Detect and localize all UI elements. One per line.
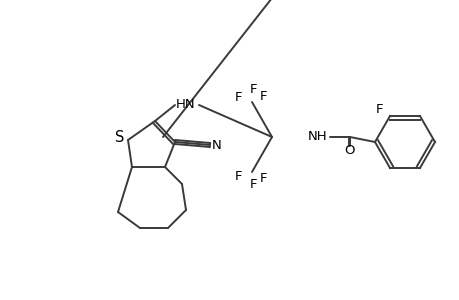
Text: F: F [235,170,242,184]
Text: F: F [235,91,242,103]
Text: F: F [260,172,267,184]
Text: S: S [115,130,124,145]
Text: F: F [250,82,257,95]
Text: O: O [344,143,354,157]
Text: F: F [260,89,267,103]
Text: F: F [375,103,383,116]
Text: N: N [212,139,221,152]
Text: NH: NH [308,130,327,142]
Text: F: F [250,178,257,191]
Text: HN: HN [176,98,196,110]
